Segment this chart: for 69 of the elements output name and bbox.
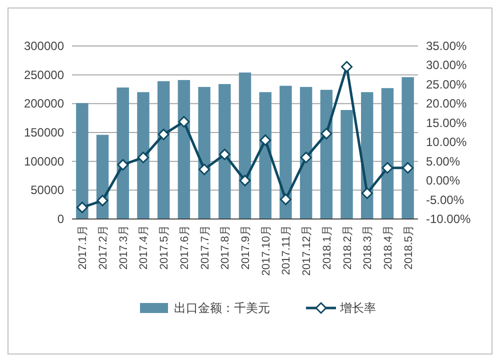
point (300, 152, 312, 164)
x-tick-label: 2017.8月 (220, 225, 232, 270)
point (260, 134, 272, 146)
point (361, 187, 373, 199)
bar (340, 110, 353, 219)
bar (300, 86, 312, 219)
x-tick-label: 2017.12月 (301, 225, 314, 276)
point (341, 61, 353, 73)
y-tick-label: 50000 (30, 183, 64, 198)
y2-tick-label: 5.00% (426, 154, 460, 168)
x-tick-label: 2017.11月 (280, 225, 293, 275)
x-tick-label: 2018.4月 (382, 225, 394, 270)
x-tick-label: 2017.6月 (178, 225, 191, 270)
x-tick-label: 2018.3月 (362, 225, 374, 270)
x-tick-label: 2018.5月 (402, 225, 415, 270)
point (178, 116, 190, 128)
bar (402, 77, 414, 219)
point (320, 128, 332, 140)
bar (381, 88, 394, 219)
point (239, 174, 251, 186)
y-tick-label: 200000 (24, 96, 64, 111)
y2-tick-label: 10.00% (426, 135, 468, 150)
point (76, 202, 88, 214)
x-tick-label: 2018.1月 (321, 225, 334, 270)
bar (280, 86, 292, 219)
x-tick-label: 2017.2月 (98, 225, 110, 270)
point (198, 164, 210, 176)
legend-label: 增长率 (339, 301, 376, 315)
point (158, 128, 170, 140)
y-tick-label: 0 (57, 212, 64, 226)
y2-tick-label: -10.00% (426, 212, 472, 226)
point (402, 162, 414, 174)
legend-label: 出口金额：千美元 (174, 301, 270, 315)
y2-tick-label: 20.00% (426, 96, 468, 111)
bar (320, 90, 333, 219)
x-tick-label: 2017.4月 (138, 225, 150, 270)
x-tick-label: 2017.5月 (158, 225, 171, 270)
bar (96, 134, 109, 219)
bar (76, 103, 88, 219)
y2-tick-label: 30.00% (426, 58, 468, 72)
y-tick-label: 150000 (24, 126, 64, 140)
point (218, 148, 230, 160)
y2-tick-label: 15.00% (426, 116, 468, 130)
point (382, 162, 394, 174)
bar (259, 92, 272, 219)
bar (137, 92, 150, 219)
point (137, 152, 149, 164)
point (117, 159, 129, 171)
x-tick-label: 2017.3月 (118, 225, 130, 270)
bar (178, 80, 190, 219)
point (96, 194, 108, 206)
y2-tick-label: 0.00% (426, 174, 460, 188)
x-tick-label: 2017.9月 (240, 225, 252, 270)
x-tick-label: 2017.10月 (260, 225, 272, 276)
x-tick-label: 2018.2月 (342, 225, 354, 270)
y2-tick-label: 35.00% (426, 39, 468, 53)
x-tick-label: 2017.7月 (199, 225, 212, 270)
y-tick-label: 100000 (24, 154, 64, 168)
bar (116, 88, 129, 219)
bar (198, 86, 210, 219)
bar (218, 84, 231, 219)
bar (157, 81, 170, 219)
bar (238, 72, 252, 219)
y2-tick-label: 25.00% (426, 77, 468, 92)
point (280, 194, 292, 206)
y-tick-label: 300000 (24, 39, 64, 53)
y-tick-label: 250000 (24, 68, 64, 82)
x-tick-label: 2017.1月 (77, 225, 90, 270)
y2-tick-label: -5.00% (426, 192, 464, 207)
